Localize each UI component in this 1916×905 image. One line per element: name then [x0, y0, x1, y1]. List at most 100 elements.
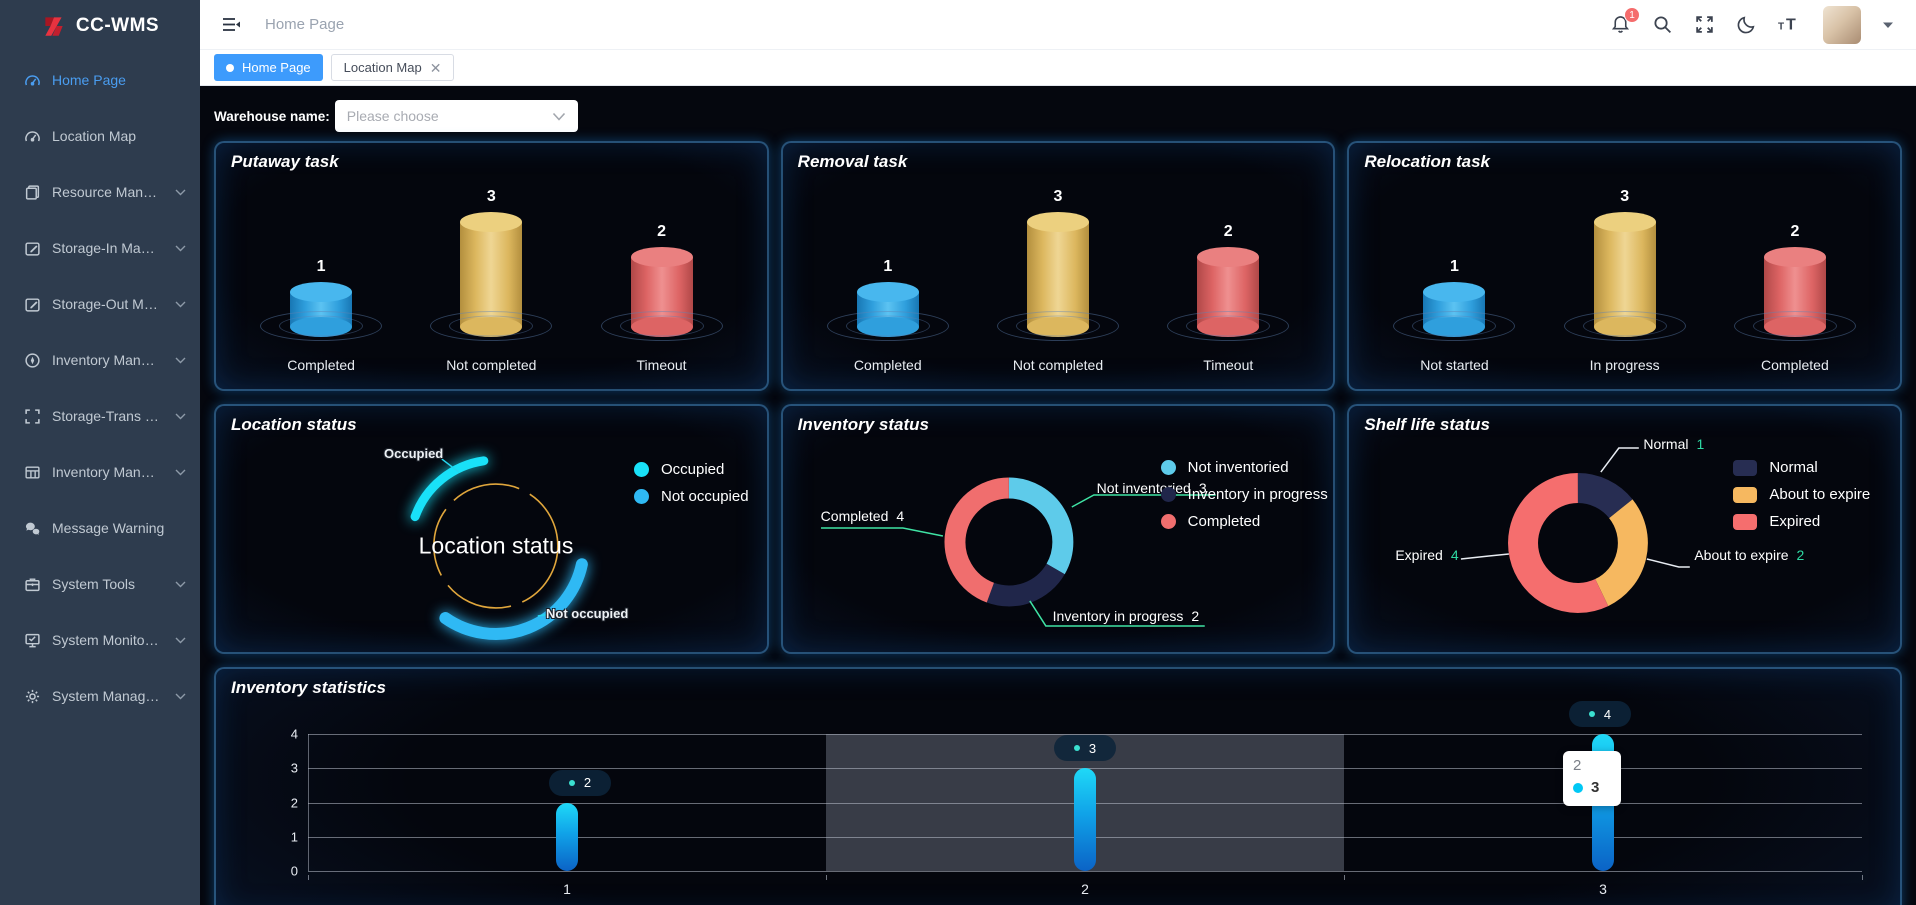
fullscreen-icon[interactable]	[1694, 14, 1715, 35]
user-avatar[interactable]	[1823, 5, 1861, 44]
legend-item-about-to-expire[interactable]: About to expire	[1733, 486, 1870, 503]
cylinder-bar	[460, 212, 523, 337]
bubble-value: 2	[583, 775, 592, 790]
sidebar-item-inventory-man[interactable]: Inventory Man…	[0, 444, 200, 500]
label-leader-line	[441, 458, 460, 473]
card-putaway-task: Putaway task 1 Completed 3 Not completed 2 Ti…	[214, 141, 769, 391]
cylinder-category-label: Timeout	[636, 357, 687, 373]
cylinder-column[interactable]: 2 Completed	[1710, 177, 1880, 375]
tab-location-map[interactable]: Location Map ✕	[330, 54, 455, 81]
svg-text:T: T	[1786, 17, 1796, 34]
legend-item-occupied[interactable]: Occupied	[634, 461, 724, 478]
card-title: Removal task	[797, 152, 908, 171]
pie-slice-not-inventoried[interactable]	[1008, 477, 1074, 575]
chevron-down-icon	[175, 357, 186, 364]
pie-label-normal: Normal 1	[1643, 436, 1705, 452]
legend-item-normal[interactable]: Normal	[1733, 459, 1818, 476]
card-title: Putaway task	[231, 152, 339, 171]
chat-icon	[24, 520, 41, 537]
cylinder-base-rings	[826, 311, 949, 341]
arc-not-occupied[interactable]	[439, 558, 588, 640]
x-axis-tick	[1862, 875, 1863, 880]
tab-label: Location Map	[343, 60, 422, 75]
bar-value-bubble: 3	[1054, 735, 1116, 762]
cylinder-value: 3	[1620, 188, 1630, 205]
location-status-donut	[410, 456, 588, 640]
legend-item-expired[interactable]: Expired	[1733, 513, 1820, 530]
cylinder-column[interactable]: 1 Completed	[803, 177, 973, 375]
pie-label-expired: Expired 4	[1395, 547, 1459, 563]
label-leader-line	[537, 613, 550, 617]
gridline	[308, 734, 1862, 735]
warehouse-filter: Warehouse name: Please choose	[214, 100, 1902, 132]
pie-slice-inventory-in-progress[interactable]	[986, 563, 1065, 607]
briefcase-icon	[24, 576, 41, 593]
pie-slice-completed[interactable]	[944, 477, 1010, 603]
tab-close-icon[interactable]: ✕	[429, 59, 442, 76]
y-axis-tick-label: 0	[290, 863, 298, 879]
pie-slice-expired[interactable]	[1508, 473, 1609, 613]
sidebar-item-label: Inventory Man…	[52, 352, 155, 368]
cylinder-column[interactable]: 3 In progress	[1540, 177, 1710, 375]
sidebar-item-system-monito[interactable]: System Monito…	[0, 612, 200, 668]
callout-not-occupied: Not occupied	[546, 606, 629, 621]
sidebar-item-storage-trans[interactable]: Storage-Trans …	[0, 388, 200, 444]
pie-slice-normal[interactable]	[1577, 473, 1633, 519]
cylinder-column[interactable]: 1 Not started	[1369, 177, 1539, 375]
cylinder-column[interactable]: 3 Not completed	[406, 177, 576, 375]
cylinder-category-label: Completed	[1761, 357, 1829, 373]
bar-category-1[interactable]	[556, 802, 578, 871]
sidebar-item-storage-in-ma[interactable]: Storage-In Ma…	[0, 220, 200, 276]
bubble-series-dot	[1588, 711, 1595, 717]
bar-category-2[interactable]	[1074, 768, 1096, 871]
sidebar-item-resource-man[interactable]: Resource Man…	[0, 164, 200, 220]
sidebar-item-location-map[interactable]: Location Map	[0, 108, 200, 164]
label-leader-line	[1646, 558, 1691, 568]
notification-bell-icon[interactable]: 1	[1610, 7, 1640, 35]
cylinder-column[interactable]: 3 Not completed	[973, 177, 1143, 375]
sidebar-collapse-icon[interactable]	[222, 17, 241, 32]
cylinder-value: 2	[1223, 223, 1233, 240]
arc-occupied[interactable]	[410, 456, 489, 522]
warehouse-select[interactable]: Please choose	[334, 100, 578, 132]
sidebar-item-label: System Manag…	[52, 688, 160, 704]
pie-label-about-to-expire: About to expire 2	[1694, 547, 1805, 563]
cylinder-column[interactable]: 2 Timeout	[576, 177, 746, 375]
legend-item-not-inventoried[interactable]: Not inventoried	[1160, 459, 1289, 476]
monitor-icon	[24, 632, 41, 649]
user-menu-caret-icon[interactable]	[1882, 21, 1894, 29]
sidebar-item-system-manag[interactable]: System Manag…	[0, 668, 200, 724]
legend-item-completed[interactable]: Completed	[1160, 513, 1260, 530]
shelf-life-donut	[1461, 447, 1691, 613]
sidebar-item-home-page[interactable]: Home Page	[0, 52, 200, 108]
x-axis-label: 3	[1599, 881, 1607, 897]
cylinder-base-rings	[430, 311, 553, 341]
tab-home-page[interactable]: Home Page	[214, 54, 323, 81]
y-axis-tick-label: 3	[290, 760, 298, 776]
dark-mode-moon-icon[interactable]	[1736, 14, 1757, 35]
chevron-down-icon	[175, 693, 186, 700]
legend-swatch	[1733, 513, 1758, 530]
sidebar-item-storage-out-m[interactable]: Storage-Out M…	[0, 276, 200, 332]
legend-item-inventory-in-progress[interactable]: Inventory in progress	[1160, 486, 1328, 503]
gear-icon	[24, 688, 41, 705]
y-axis-tick-label: 4	[290, 726, 298, 742]
sidebar-item-system-tools[interactable]: System Tools	[0, 556, 200, 612]
legend-item-not-occupied[interactable]: Not occupied	[634, 488, 749, 505]
pie-slice-about-to-expire[interactable]	[1594, 499, 1649, 607]
cylinder-value: 3	[1053, 188, 1063, 205]
sidebar-item-inventory-man[interactable]: Inventory Man…	[0, 332, 200, 388]
inventory-status-donut	[820, 477, 1216, 627]
card-title: Relocation task	[1364, 152, 1490, 171]
card-title: Shelf life status	[1364, 415, 1490, 434]
sidebar-item-message-warning[interactable]: Message Warning	[0, 500, 200, 556]
cylinder-column[interactable]: 1 Completed	[236, 177, 406, 375]
search-icon[interactable]	[1652, 14, 1673, 35]
card-shelf-life-status: Shelf life status Normal 1 About to expir…	[1347, 404, 1903, 654]
card-removal-task: Removal task 1 Completed 3 Not completed 2 Ti…	[780, 141, 1336, 391]
cylinder-column[interactable]: 2 Timeout	[1143, 177, 1313, 375]
label-leader-line	[1028, 600, 1205, 627]
cylinder-base-rings	[600, 311, 723, 341]
